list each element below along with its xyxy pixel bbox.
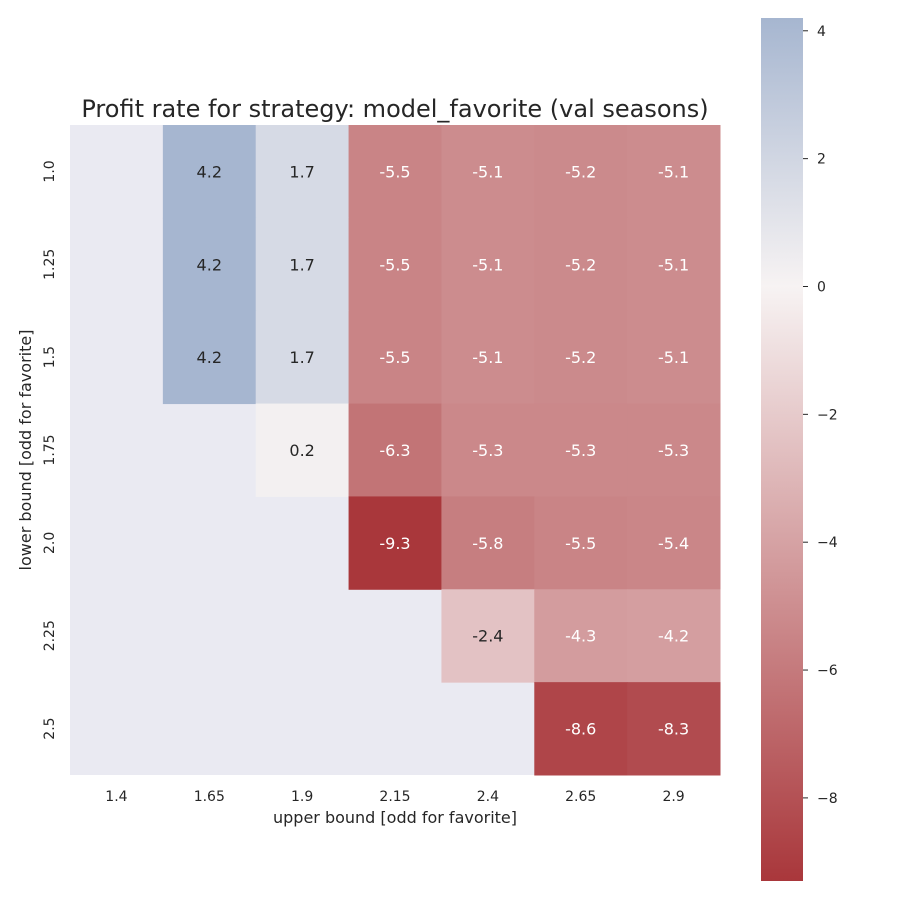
y-tick-label: 1.75 <box>42 434 58 465</box>
cell-value-label: -6.3 <box>379 441 410 460</box>
cell-value-label: -5.1 <box>658 255 689 274</box>
cell-value-label: -5.5 <box>379 162 410 181</box>
cell-value-label: -5.1 <box>472 255 503 274</box>
heatmap-cell <box>348 310 442 405</box>
heatmap-cells: 4.2 1.7 -5.5 -5.1 -5.2 -5.1 4.2 1.7 -5.5 -5.1 -5.2… <box>162 125 721 776</box>
heatmap-cell <box>255 403 350 497</box>
x-tick-label: 1.9 <box>291 789 313 805</box>
colorbar-tick-label: 2 <box>817 152 826 168</box>
cell-value-label: -5.5 <box>379 348 410 367</box>
cell-value-label: -5.3 <box>565 441 596 460</box>
cell-value-label: -5.2 <box>565 348 596 367</box>
heatmap-cell <box>441 125 535 219</box>
cell-value-label: -4.2 <box>658 627 689 646</box>
heatmap-cell <box>441 217 535 312</box>
x-tick-label: 2.9 <box>662 789 684 805</box>
heatmap-cell <box>255 310 350 405</box>
x-tick-label: 2.15 <box>379 789 410 805</box>
heatmap-cell <box>534 310 628 405</box>
cell-value-label: 4.2 <box>197 348 222 367</box>
colorbar-tick-label: 0 <box>817 279 826 295</box>
colorbar-ticks: 4 2 0 −2 −4 −6 −8 <box>803 24 838 807</box>
cell-value-label: -5.4 <box>658 534 689 553</box>
y-axis-label: lower bound [odd for favorite] <box>16 330 35 571</box>
heatmap-cell <box>348 125 442 219</box>
cell-value-label: 1.7 <box>289 348 314 367</box>
heatmap-cell <box>255 217 350 312</box>
cell-value-label: 1.7 <box>289 255 314 274</box>
cell-value-label: -5.3 <box>472 441 503 460</box>
cell-value-label: -9.3 <box>379 534 410 553</box>
y-tick-label: 2.25 <box>42 620 58 651</box>
cell-value-label: -2.4 <box>472 627 503 646</box>
chart-title: Profit rate for strategy: model_favorite… <box>81 95 708 123</box>
heatmap-cell <box>348 403 442 497</box>
y-tick-label: 2.0 <box>42 532 58 554</box>
heatmap-cell <box>441 496 535 590</box>
heatmap-cell <box>627 217 721 312</box>
heatmap-cell <box>162 310 257 405</box>
y-tick-label: 1.0 <box>42 160 58 182</box>
heatmap-cell <box>534 125 628 219</box>
cell-value-label: 1.7 <box>289 162 314 181</box>
cell-value-label: -8.3 <box>658 720 689 739</box>
heatmap-cell <box>534 496 628 590</box>
cell-value-label: -5.2 <box>565 162 596 181</box>
heatmap-cell <box>162 217 257 312</box>
cell-value-label: 0.2 <box>289 441 314 460</box>
heatmap-cell <box>534 682 628 776</box>
cell-value-label: -5.2 <box>565 255 596 274</box>
x-tick-label: 1.4 <box>105 789 127 805</box>
heatmap-cell <box>627 403 721 497</box>
x-axis-label: upper bound [odd for favorite] <box>273 808 517 827</box>
cell-value-label: -5.1 <box>472 348 503 367</box>
colorbar-tick-label: −4 <box>817 535 838 551</box>
heatmap-cell <box>441 589 535 683</box>
heatmap-cell <box>255 125 350 219</box>
x-tick-label: 2.4 <box>477 789 499 805</box>
colorbar-tick-label: 4 <box>817 24 826 40</box>
heatmap-cell <box>534 403 628 497</box>
heatmap-cell <box>627 125 721 219</box>
y-tick-label: 2.5 <box>42 717 58 739</box>
heatmap-cell <box>534 589 628 683</box>
x-tick-label: 1.65 <box>194 789 225 805</box>
cell-value-label: -5.3 <box>658 441 689 460</box>
y-tick-labels: 1.0 1.25 1.5 1.75 2.0 2.25 2.5 <box>42 160 58 739</box>
cell-value-label: -5.1 <box>658 162 689 181</box>
cell-value-label: -5.1 <box>658 348 689 367</box>
heatmap-cell <box>627 310 721 405</box>
y-tick-label: 1.5 <box>42 346 58 368</box>
heatmap-cell <box>534 217 628 312</box>
heatmap-cell <box>441 310 535 405</box>
cell-value-label: -5.5 <box>565 534 596 553</box>
cell-value-label: -5.1 <box>472 162 503 181</box>
heatmap-cell <box>348 496 442 590</box>
heatmap-cell <box>348 217 442 312</box>
cell-value-label: -5.8 <box>472 534 503 553</box>
cell-value-label: -4.3 <box>565 627 596 646</box>
colorbar-tick-label: −2 <box>817 407 838 423</box>
x-tick-label: 2.65 <box>565 789 596 805</box>
colorbar-tick-label: −6 <box>817 663 838 679</box>
heatmap-cell <box>627 682 721 776</box>
y-tick-label: 1.25 <box>42 249 58 280</box>
cell-value-label: 4.2 <box>197 162 222 181</box>
heatmap-cell <box>162 125 257 219</box>
colorbar <box>761 18 803 881</box>
cell-value-label: -8.6 <box>565 720 596 739</box>
x-tick-labels: 1.4 1.65 1.9 2.15 2.4 2.65 2.9 <box>105 789 684 805</box>
heatmap-cell <box>441 403 535 497</box>
heatmap-cell <box>627 496 721 590</box>
cell-value-label: -5.5 <box>379 255 410 274</box>
heatmap-cell <box>627 589 721 683</box>
cell-value-label: 4.2 <box>197 255 222 274</box>
colorbar-tick-label: −8 <box>817 791 838 807</box>
